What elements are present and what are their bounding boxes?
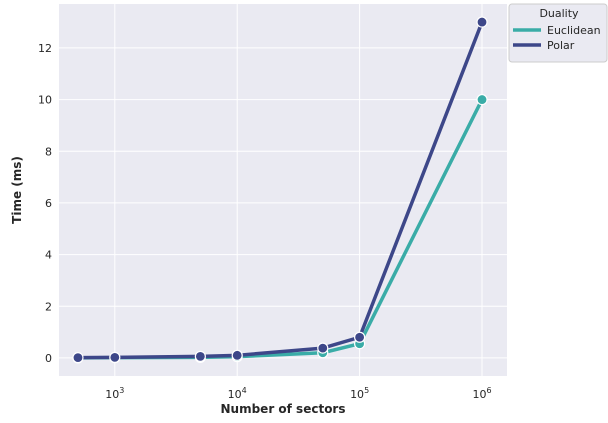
- data-point-polar: [109, 351, 121, 363]
- data-point-polar: [72, 352, 84, 364]
- y-tick-label: 0: [45, 352, 52, 365]
- y-tick-label: 4: [45, 249, 52, 262]
- y-axis-title: Time (ms): [10, 156, 24, 224]
- plot-background: [59, 4, 507, 376]
- y-tick-label: 8: [45, 145, 52, 158]
- legend-label-euclidean: Euclidean: [547, 24, 601, 37]
- y-tick-label: 2: [45, 300, 52, 313]
- data-point-polar: [231, 349, 243, 361]
- series-layer: [72, 16, 488, 364]
- x-axis-title: Number of sectors: [221, 402, 346, 416]
- data-point-polar: [317, 342, 329, 354]
- y-tick-label: 6: [45, 197, 52, 210]
- data-point-polar: [476, 16, 488, 28]
- legend: Duality Euclidean Polar: [508, 3, 608, 63]
- x-tick-label: 106: [472, 386, 491, 401]
- legend-label-polar: Polar: [547, 39, 575, 52]
- data-point-euclidean: [476, 93, 488, 106]
- data-point-polar: [194, 350, 206, 362]
- y-tick-label: 12: [38, 42, 52, 55]
- y-axis-ticks: 0 2 4 6 8 10 12: [38, 42, 52, 365]
- y-tick-label: 10: [38, 94, 52, 107]
- legend-box: [508, 3, 608, 63]
- data-point-polar: [354, 331, 366, 343]
- grid-lines: [59, 4, 507, 376]
- x-tick-label: 103: [105, 386, 124, 401]
- x-tick-label: 104: [228, 386, 247, 401]
- x-tick-label: 105: [350, 386, 369, 401]
- x-axis-ticks: 103 104 105 106: [105, 386, 491, 401]
- legend-title: Duality: [539, 7, 579, 20]
